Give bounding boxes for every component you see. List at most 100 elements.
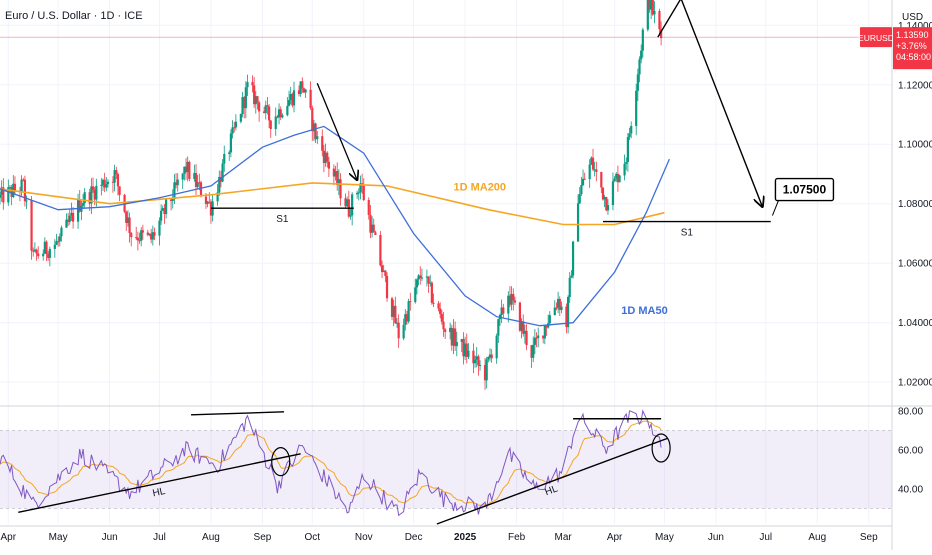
candle-body bbox=[35, 249, 38, 254]
candle-body bbox=[437, 303, 440, 309]
candle-body bbox=[658, 11, 661, 30]
candle-body bbox=[537, 335, 540, 338]
candle-body bbox=[67, 219, 70, 222]
candle-body bbox=[427, 276, 430, 284]
candle-body bbox=[91, 186, 95, 190]
candle-body bbox=[140, 230, 143, 241]
candle-body bbox=[419, 275, 422, 279]
candle-body bbox=[379, 234, 382, 266]
candle-body bbox=[231, 127, 234, 134]
candle-body bbox=[460, 339, 463, 343]
candle-body bbox=[409, 301, 412, 303]
candle-body bbox=[616, 173, 620, 183]
candle-body bbox=[525, 330, 528, 346]
candle-body bbox=[312, 123, 316, 132]
candle-body bbox=[253, 85, 256, 105]
candle-body bbox=[513, 300, 517, 303]
candle-body bbox=[125, 211, 128, 223]
candle-body bbox=[65, 219, 68, 228]
candle-body bbox=[254, 96, 257, 105]
candle-body bbox=[455, 342, 458, 347]
candle-body bbox=[429, 282, 432, 284]
candle-body bbox=[93, 189, 96, 200]
candle-body bbox=[239, 113, 242, 122]
currency-label: USD bbox=[902, 12, 923, 23]
candle-body bbox=[581, 178, 585, 186]
candle-body bbox=[357, 192, 360, 194]
x-tick-label: Jun bbox=[102, 532, 118, 543]
candle-body bbox=[30, 200, 33, 251]
price-badge bbox=[893, 27, 932, 70]
candle-body bbox=[591, 157, 595, 170]
candle-body bbox=[566, 297, 570, 328]
candle-body bbox=[334, 170, 337, 177]
candle-body bbox=[462, 339, 465, 357]
candle-body bbox=[543, 325, 546, 339]
candle-body bbox=[256, 96, 259, 103]
candle-body bbox=[613, 178, 616, 182]
candle-body bbox=[344, 198, 347, 207]
candle-body bbox=[628, 133, 631, 138]
price-tick-label: 1.02000 bbox=[898, 378, 932, 389]
candle-body bbox=[246, 82, 249, 88]
candle-body bbox=[626, 137, 629, 162]
candle-body bbox=[351, 194, 354, 216]
candle-body bbox=[314, 123, 317, 140]
candle-body bbox=[169, 199, 173, 201]
rsi-line bbox=[0, 409, 662, 517]
candle-body bbox=[281, 115, 284, 118]
candle-body bbox=[588, 164, 591, 180]
candle-body bbox=[420, 277, 424, 279]
candle-body bbox=[309, 89, 312, 108]
candle-body bbox=[186, 161, 189, 173]
candle-body bbox=[630, 125, 633, 134]
candle-body bbox=[405, 314, 409, 322]
candle-body bbox=[545, 325, 548, 328]
rsi-band bbox=[0, 430, 892, 509]
bar-countdown: 04:58:00 bbox=[896, 52, 931, 62]
candle-body bbox=[464, 343, 467, 357]
x-tick-label: Feb bbox=[508, 532, 526, 543]
candle-body bbox=[221, 163, 224, 182]
annotations: S1 S1 1.07500 1D MA200 1D MA50 HL HL bbox=[18, 0, 835, 525]
candle-body bbox=[106, 181, 110, 185]
candle-body bbox=[646, 0, 649, 30]
candle-body bbox=[289, 93, 292, 101]
candle-body bbox=[478, 365, 482, 367]
candle-body bbox=[337, 179, 340, 185]
x-tick-label: Jul bbox=[153, 532, 166, 543]
candle-body bbox=[8, 187, 12, 189]
candle-body bbox=[176, 179, 179, 186]
candle-body bbox=[188, 161, 191, 179]
candle-body bbox=[2, 187, 5, 203]
candle-body bbox=[390, 298, 394, 317]
candle-body bbox=[115, 170, 118, 175]
candle-body bbox=[454, 328, 457, 347]
price-tick-label: 1.12000 bbox=[898, 80, 932, 91]
candle-body bbox=[316, 136, 319, 140]
candle-body bbox=[359, 183, 362, 193]
s1-label: S1 bbox=[276, 214, 289, 225]
candle-body bbox=[384, 270, 387, 276]
candle-body bbox=[615, 173, 618, 179]
candle-body bbox=[25, 200, 28, 202]
candle-body bbox=[487, 356, 490, 360]
s1-label: S1 bbox=[681, 228, 694, 239]
candle-body bbox=[301, 81, 304, 89]
candle-body bbox=[199, 182, 203, 197]
candle-body bbox=[321, 136, 324, 151]
candle-body bbox=[580, 185, 583, 195]
candle-body bbox=[611, 181, 615, 206]
candle-body bbox=[432, 302, 435, 304]
price-tick-label: 1.14000 bbox=[898, 21, 932, 32]
candle-body bbox=[13, 183, 17, 191]
candle-body bbox=[7, 187, 10, 203]
candle-body bbox=[593, 169, 596, 171]
candle-body bbox=[118, 186, 121, 195]
candle-body bbox=[100, 184, 103, 186]
candle-body bbox=[439, 308, 442, 315]
candle-body bbox=[126, 217, 130, 223]
rsi-pane bbox=[0, 409, 892, 517]
candle-body bbox=[103, 179, 106, 188]
